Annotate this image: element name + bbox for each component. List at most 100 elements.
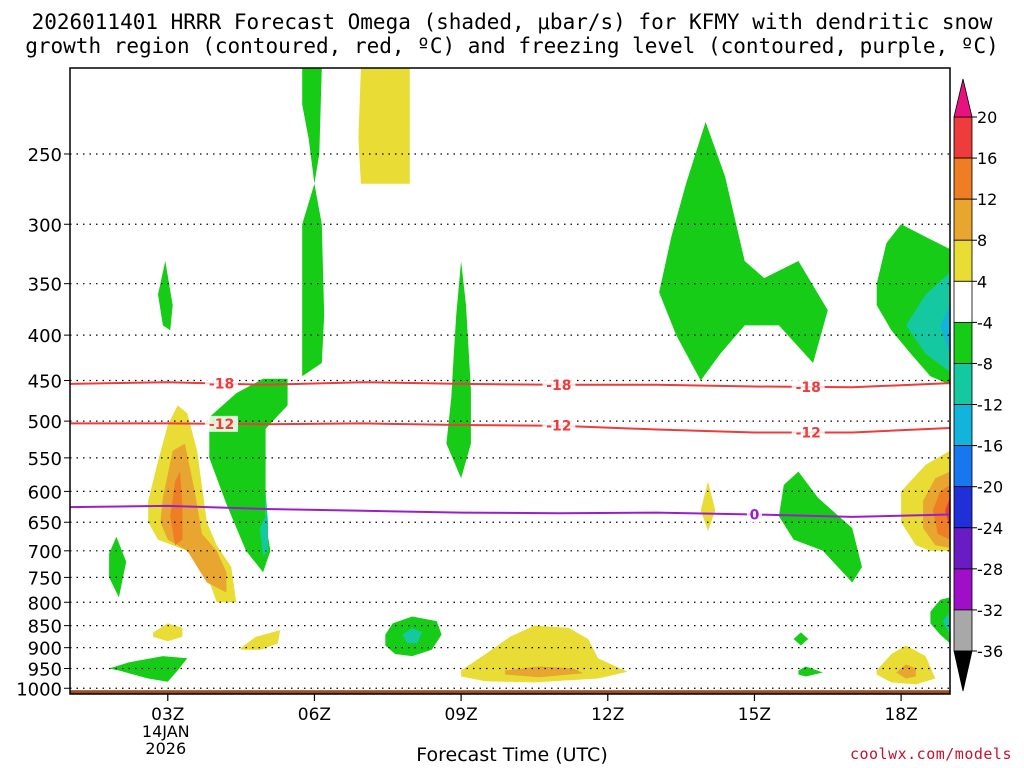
x-tick-label-03Z: 03Z: [151, 705, 184, 725]
colorbar-bin--12--8: [953, 363, 973, 405]
colorbar-bin-12-16: [953, 157, 973, 200]
omega-region-20: [109, 536, 127, 598]
dgz-minus18-label-bg-0: [205, 375, 239, 392]
colorbar-top-arrow: [953, 78, 973, 118]
colorbar-label-16: 16: [977, 149, 997, 168]
y-tick-label-400: 400: [28, 326, 62, 347]
omega-shading: [109, 68, 950, 685]
dgz-minus12-label-2: -12: [796, 426, 821, 442]
omega-region-13: [932, 484, 950, 540]
dgz-minus18-label-1: -18: [546, 378, 571, 394]
y-axis: 2503003504004505005506006507007508008509…: [16, 145, 70, 700]
dgz-minus12-label-1: -12: [546, 419, 571, 435]
y-tick-label-300: 300: [28, 215, 62, 236]
freezing-level-label-bg-0: [746, 506, 762, 523]
y-tick-label-650: 650: [28, 513, 62, 534]
y-tick-label-950: 950: [28, 659, 62, 680]
dgz-minus12-label-bg-1: [542, 417, 576, 434]
x-tick-label-15Z: 15Z: [738, 705, 771, 725]
colorbar-bin-16-20: [953, 116, 973, 159]
dgz-minus18-label-bg-2: [791, 378, 825, 395]
colorbar-bin--32--28: [953, 568, 973, 611]
credit-link[interactable]: coolwx.com/models: [849, 745, 1012, 763]
dgz-minus18-label-bg-1: [542, 376, 576, 393]
y-tick-label-600: 600: [28, 482, 62, 503]
colorbar: 20 16 12 8 4 -4 -8 -12 -16 -20 -24 -28 -32 -36: [953, 78, 1003, 692]
x-tick-label-06Z: 06Z: [298, 705, 331, 725]
chart-title-line-1: 2026011401 HRRR Forecast Omega (shaded, …: [31, 10, 993, 34]
colorbar-bin--36--32: [953, 609, 973, 652]
colorbar-bin--24--20: [953, 486, 973, 529]
colorbar-label--20: -20: [977, 478, 1003, 497]
temperature-contours: -18 -18 -18 -12 -12 -12 0: [69, 375, 951, 523]
freezing-level-label-0: 0: [750, 507, 760, 523]
colorbar-bottom-arrow: [953, 650, 973, 692]
colorbar-bin--16--12: [953, 404, 973, 447]
colorbar-label--4: -4: [977, 313, 993, 332]
ground-terrain: [70, 690, 950, 694]
colorbar-bin--4-4: [953, 280, 973, 323]
colorbar-bin-8-12: [953, 198, 973, 241]
omega-region-7: [505, 666, 584, 678]
colorbar-label--32: -32: [977, 601, 1003, 620]
omega-region-19: [158, 261, 173, 331]
colorbar-label-4: 4: [977, 272, 987, 291]
omega-region-18: [259, 491, 268, 557]
omega-region-32: [930, 597, 950, 644]
omega-region-24: [402, 627, 422, 644]
x-tick-label-18Z: 18Z: [884, 705, 917, 725]
y-tick-label-450: 450: [28, 372, 62, 393]
freezing-level-line: [69, 504, 951, 518]
y-tick-label-500: 500: [28, 412, 62, 433]
colorbar-label--12: -12: [977, 396, 1003, 415]
colorbar-label--8: -8: [977, 354, 993, 373]
colorbar-bin-4-8: [953, 239, 973, 282]
omega-region-14: [945, 497, 950, 529]
x-tick-label-09Z: 09Z: [444, 705, 477, 725]
chart-title-line-2: growth region (contoured, red, ºC) and f…: [25, 34, 999, 58]
omega-region-33: [942, 611, 950, 635]
dgz-minus18-label-2: -18: [796, 380, 821, 396]
colorbar-bin--28--24: [953, 527, 973, 570]
omega-region-10: [896, 664, 916, 679]
colorbar-label--16: -16: [977, 437, 1003, 456]
omega-region-16: [302, 183, 325, 377]
omega-region-0: [358, 68, 410, 184]
x-tick-label-12Z: 12Z: [591, 705, 624, 725]
y-tick-label-550: 550: [28, 449, 62, 470]
colorbar-label-20: 20: [977, 108, 997, 127]
colorbar-bin--8--4: [953, 321, 973, 364]
x-date-label: 14JAN: [142, 722, 190, 741]
colorbar-label--24: -24: [977, 519, 1003, 538]
y-tick-label-1000: 1000: [16, 679, 62, 700]
colorbar-bin--20--16: [953, 445, 973, 488]
y-tick-label-350: 350: [28, 275, 62, 296]
dgz-minus12-label-0: -12: [209, 417, 234, 433]
x-year-label: 2026: [145, 739, 186, 758]
omega-region-15: [302, 68, 322, 184]
y-tick-label-250: 250: [28, 145, 62, 166]
dgz-minus12-label-bg-0: [205, 415, 239, 432]
dgz-minus12-label-bg-2: [791, 424, 825, 441]
omega-region-4: [153, 623, 183, 642]
colorbar-label-8: 8: [977, 231, 987, 250]
y-tick-label-800: 800: [28, 593, 62, 614]
omega-region-25: [659, 121, 828, 381]
x-axis-title: Forecast Time (UTC): [416, 744, 608, 766]
y-tick-label-900: 900: [28, 639, 62, 660]
colorbar-label--28: -28: [977, 560, 1003, 579]
omega-region-27: [793, 632, 809, 646]
omega-region-30: [906, 272, 950, 372]
omega-region-6: [461, 625, 628, 683]
omega-region-8: [700, 481, 716, 531]
y-tick-label-750: 750: [28, 568, 62, 589]
omega-region-26: [778, 471, 862, 583]
omega-region-31: [940, 305, 950, 354]
omega-region-3: [170, 471, 183, 546]
colorbar-label-12: 12: [977, 190, 997, 209]
colorbar-label--36: -36: [977, 642, 1003, 661]
omega-region-5: [241, 630, 281, 650]
y-tick-label-700: 700: [28, 542, 62, 563]
